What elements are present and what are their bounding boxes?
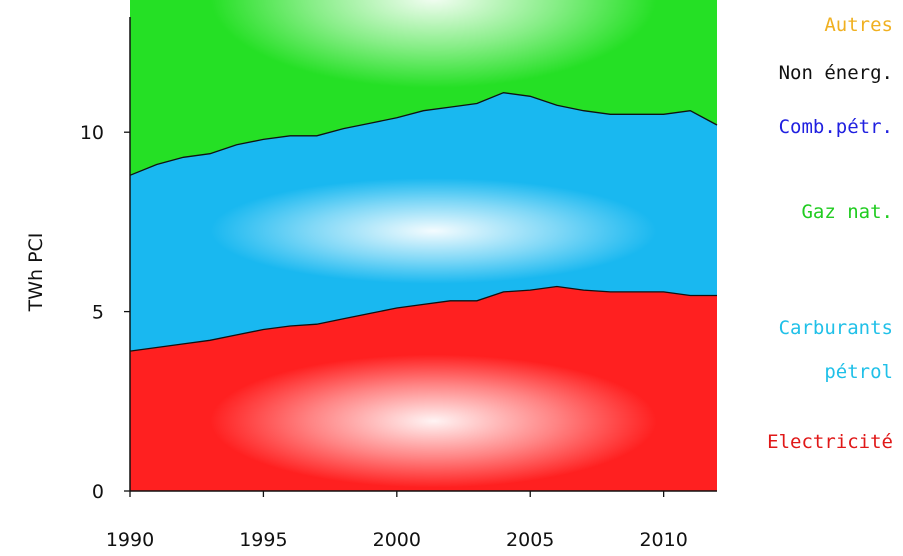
highlight-gaz-nat bbox=[210, 0, 657, 88]
legend-label: Electricité bbox=[767, 431, 893, 453]
outline-electricit bbox=[129, 285, 717, 352]
legend-label: Carburants bbox=[779, 317, 893, 339]
y-tick-label: 5 bbox=[92, 302, 104, 324]
outline-carburants-p-trol bbox=[129, 92, 718, 176]
legend-label: Comb.pétr. bbox=[779, 116, 893, 138]
axes bbox=[129, 17, 717, 492]
y-axis-label: TWh PCI bbox=[25, 233, 47, 313]
legend-label: Non énerg. bbox=[779, 62, 893, 84]
y-tick-label: 0 bbox=[92, 481, 104, 503]
legend-label: pétrol bbox=[824, 361, 893, 383]
y-axis-ticks: 0510152025 bbox=[80, 122, 130, 503]
area-highlights bbox=[210, 0, 657, 488]
x-tick-label: 1990 bbox=[106, 529, 154, 551]
x-tick-label: 2005 bbox=[506, 529, 554, 551]
legend: Autres Non énerg. Comb.pétr. Gaz nat. Carbur… bbox=[767, 14, 893, 453]
highlight-carburants-p-trol bbox=[210, 178, 657, 284]
x-tick-label: 2010 bbox=[639, 529, 687, 551]
highlight-electricit bbox=[210, 354, 657, 488]
y-tick-label: 10 bbox=[80, 122, 104, 144]
legend-label: Autres bbox=[824, 14, 893, 36]
x-tick-label: 2000 bbox=[373, 529, 421, 551]
x-tick-label: 1995 bbox=[239, 529, 287, 551]
x-axis-ticks: 1990 1995 2000 2005 2010 bbox=[106, 491, 688, 551]
series-outlines bbox=[129, 92, 718, 352]
legend-label: Gaz nat. bbox=[801, 201, 893, 223]
